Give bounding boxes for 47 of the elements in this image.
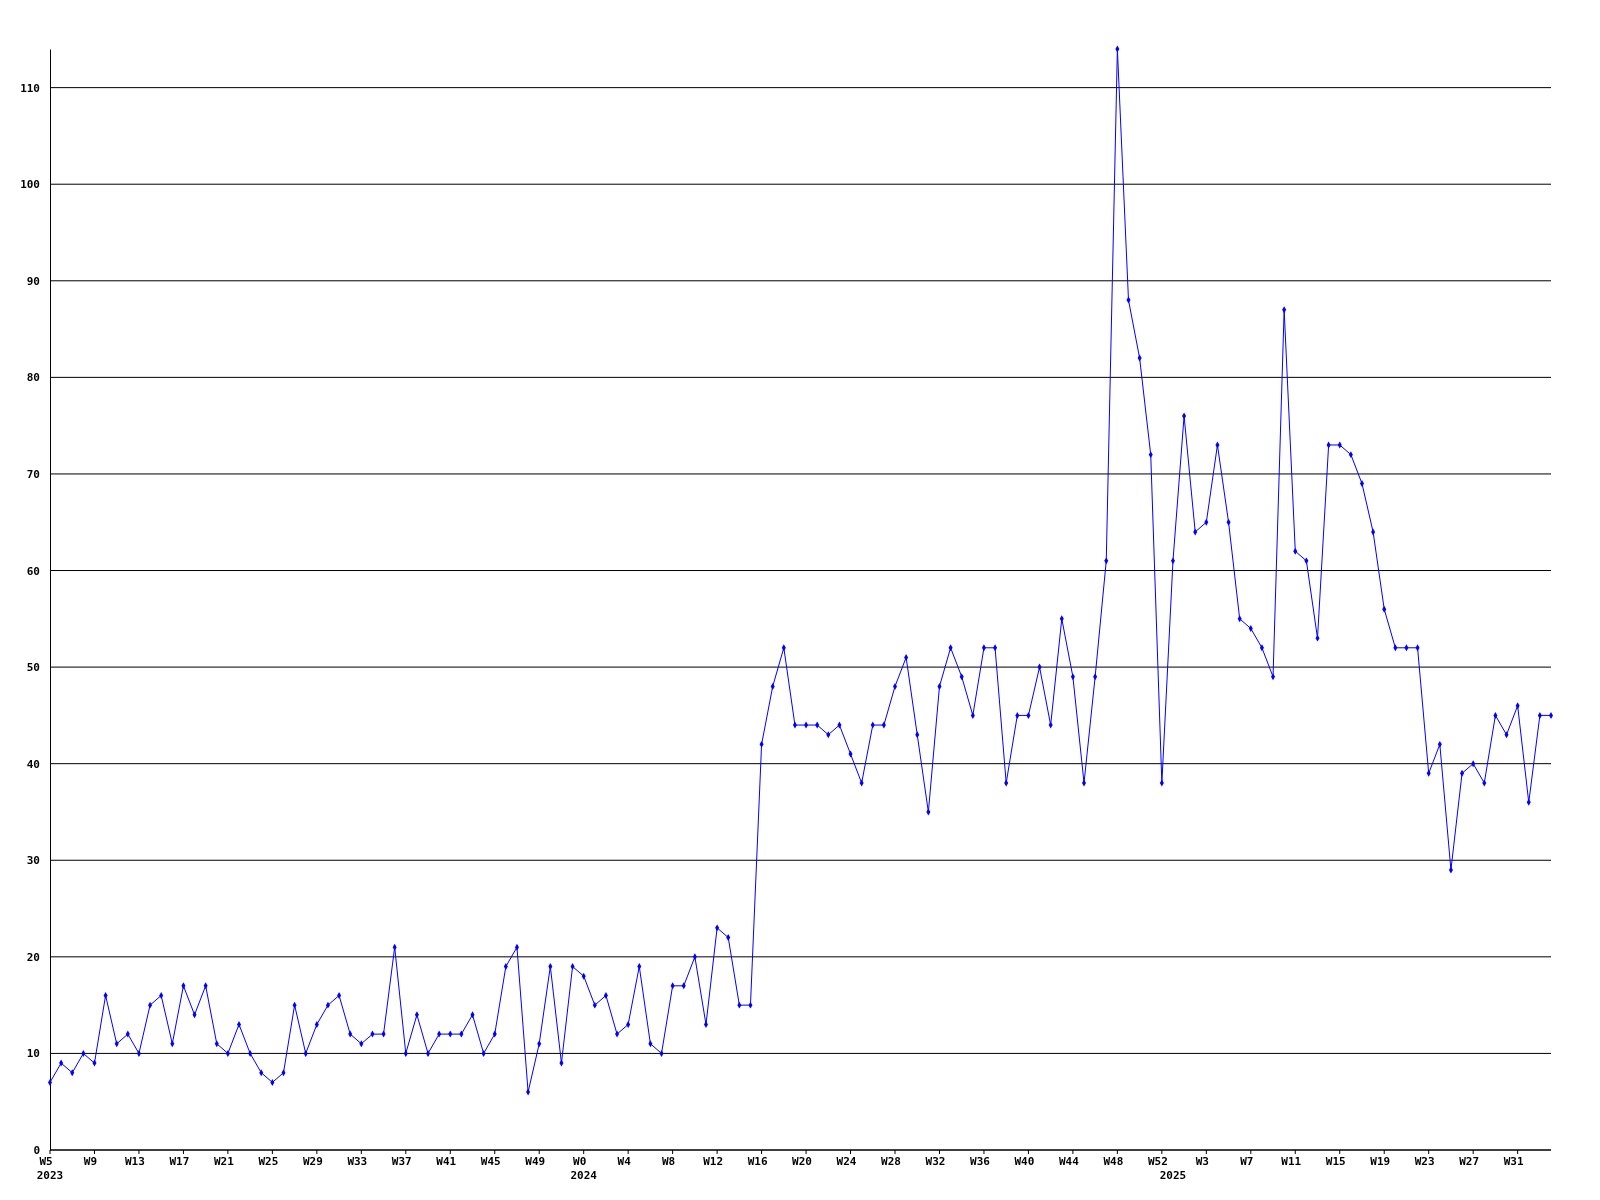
x-tick-label: W48 bbox=[1103, 1155, 1124, 1168]
x-tick-label: W41 bbox=[436, 1155, 457, 1168]
x-tick-label: W5 2023 bbox=[36, 1155, 64, 1182]
y-tick-label: 20 bbox=[26, 950, 40, 964]
x-tick-label: W32 bbox=[925, 1155, 946, 1168]
x-tick-label: W28 bbox=[881, 1155, 901, 1168]
y-tick-label: 110 bbox=[20, 81, 40, 95]
y-tick-label: 80 bbox=[26, 371, 40, 385]
x-tick-label: W25 bbox=[258, 1155, 279, 1168]
x-tick-label: W16 bbox=[747, 1155, 768, 1168]
x-tick-label: W11 bbox=[1281, 1155, 1302, 1168]
x-tick-label: W49 bbox=[525, 1155, 546, 1168]
x-tick-label: W37 bbox=[391, 1155, 412, 1168]
y-tick-label: 70 bbox=[26, 467, 40, 481]
y-tick-label: 100 bbox=[20, 178, 40, 192]
x-tick-label: W23 bbox=[1414, 1155, 1435, 1168]
x-tick-label: W44 bbox=[1058, 1155, 1080, 1168]
x-tick-label: W27 bbox=[1459, 1155, 1480, 1168]
y-tick-label: 50 bbox=[26, 661, 40, 675]
x-tick-label: W13 bbox=[125, 1155, 145, 1168]
x-tick-label: W0 2024 bbox=[570, 1155, 598, 1182]
y-tick-label: 40 bbox=[26, 757, 40, 771]
x-tick-label: W40 bbox=[1014, 1155, 1035, 1168]
x-tick-label: W36 bbox=[970, 1155, 991, 1168]
x-tick-label: W31 bbox=[1503, 1155, 1524, 1168]
x-tick-label: W7 bbox=[1240, 1155, 1254, 1168]
x-tick-label: W29 bbox=[302, 1155, 323, 1168]
y-tick-label: 10 bbox=[26, 1047, 40, 1061]
x-tick-label: W12 bbox=[703, 1155, 724, 1168]
x-tick-label: W4 bbox=[617, 1155, 632, 1168]
x-tick-label: W52 bbox=[1147, 1155, 1168, 1168]
y-tick-label: 0 bbox=[33, 1144, 40, 1158]
x-tick-label: W9 bbox=[83, 1155, 98, 1168]
x-tick-label: W15 bbox=[1325, 1155, 1346, 1168]
x-tick-label: W24 bbox=[836, 1155, 857, 1168]
x-tick-label: W3 bbox=[1195, 1155, 1209, 1168]
x-tick-label: W20 bbox=[792, 1155, 812, 1168]
x-tick-label: W19 bbox=[1370, 1155, 1391, 1168]
x-tick-label: W17 bbox=[169, 1155, 190, 1168]
y-tick-label: 60 bbox=[26, 564, 40, 578]
x-tick-label: W8 bbox=[662, 1155, 676, 1168]
x-tick-label: W45 bbox=[480, 1155, 501, 1168]
y-tick-label: 90 bbox=[26, 274, 40, 288]
x-tick-label: W33 bbox=[347, 1155, 368, 1168]
y-tick-label: 30 bbox=[26, 854, 40, 868]
x-tick-label: W21 bbox=[213, 1155, 235, 1168]
x-tick-label: 2025 bbox=[1159, 1169, 1187, 1182]
